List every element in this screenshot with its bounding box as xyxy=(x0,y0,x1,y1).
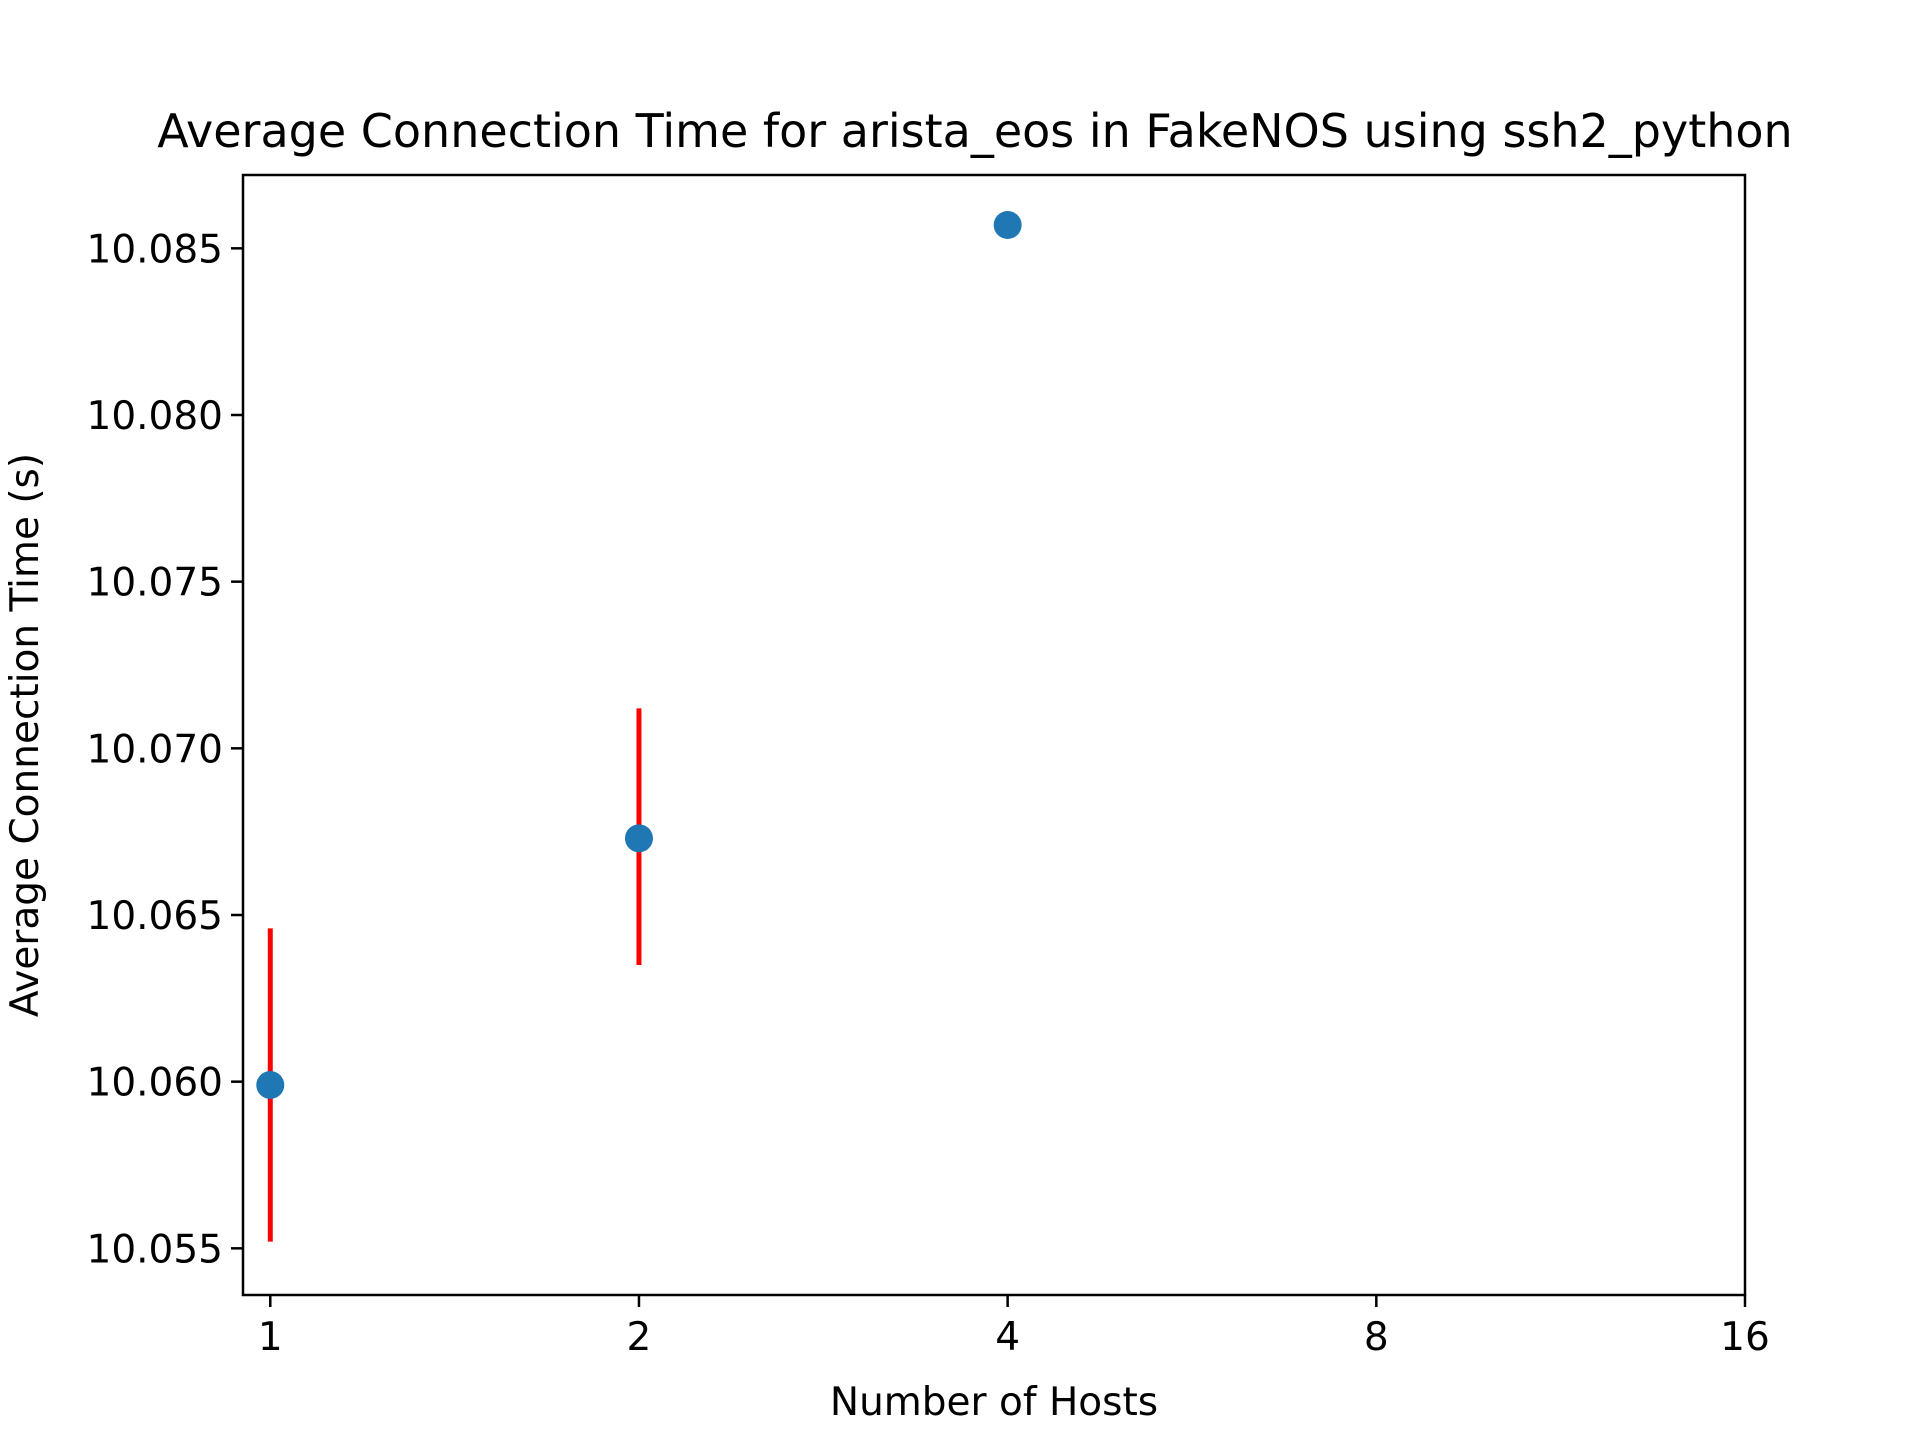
x-tick-label: 16 xyxy=(1720,1315,1770,1360)
data-point xyxy=(256,1071,285,1099)
x-tick-label: 8 xyxy=(1364,1315,1389,1360)
y-tick-label: 10.085 xyxy=(87,227,223,272)
data-point xyxy=(624,824,653,853)
x-tick-label: 1 xyxy=(258,1315,283,1360)
y-tick-label: 10.060 xyxy=(87,1061,223,1106)
y-tick-label: 10.070 xyxy=(87,727,223,772)
x-tick-label: 2 xyxy=(627,1315,652,1360)
y-tick-label: 10.080 xyxy=(87,394,223,439)
plot-area xyxy=(241,173,1747,1297)
y-axis-ticks: 10.055 10.060 10.065 10.070 10.075 10.080 10.0… xyxy=(87,227,243,1272)
data-point xyxy=(993,211,1022,239)
x-tick-label: 4 xyxy=(995,1315,1020,1360)
errorbars xyxy=(267,708,642,1242)
y-tick-label: 10.055 xyxy=(87,1227,223,1272)
y-tick-label: 10.075 xyxy=(87,561,223,606)
data-points xyxy=(256,211,1022,1099)
y-axis-label: Average Connection Time (s) xyxy=(3,453,48,1017)
x-axis-ticks: 1 2 4 8 16 xyxy=(258,1295,1770,1360)
chart-title: Average Connection Time for arista_eos i… xyxy=(157,104,1792,158)
y-tick-label: 10.065 xyxy=(87,894,223,939)
x-axis-label: Number of Hosts xyxy=(830,1380,1158,1425)
